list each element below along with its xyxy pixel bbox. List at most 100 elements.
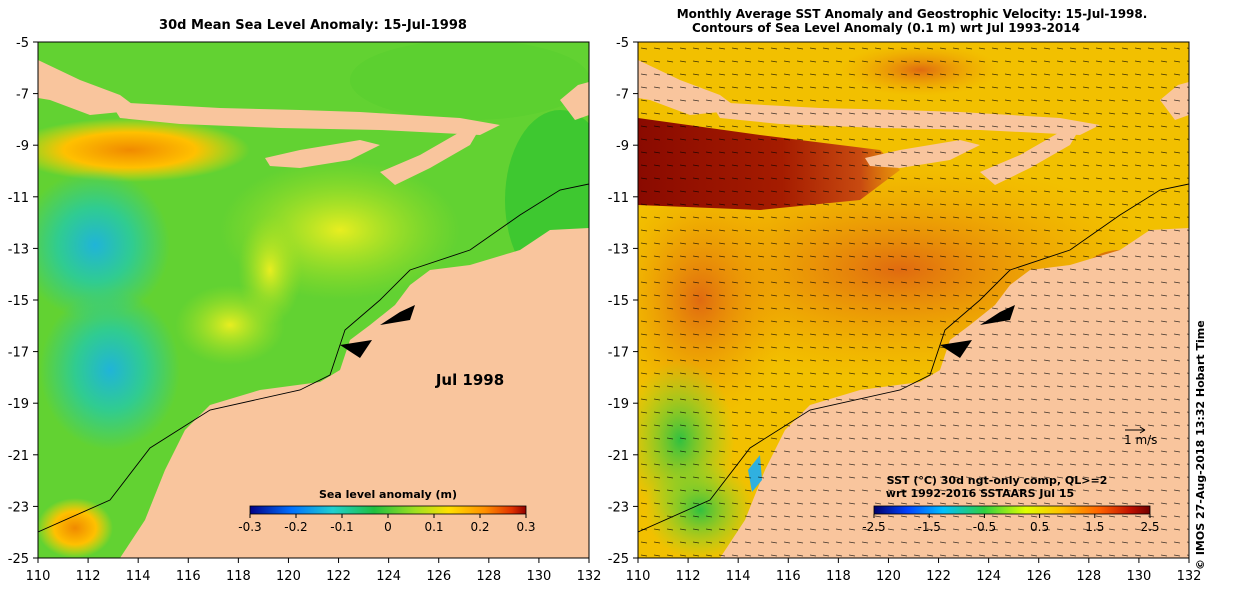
sla-colorbar-label: Sea level anomaly (m) — [319, 488, 457, 501]
x-tick-label: 110 — [626, 569, 651, 584]
sst-sla-contour — [638, 183, 1189, 533]
y-tick-label: -11 — [8, 191, 29, 206]
y-tick-label: -13 — [608, 242, 629, 257]
colorbar-tick-label: -0.2 — [284, 520, 307, 534]
x-tick-label: 126 — [1026, 569, 1051, 584]
x-tick-label: 132 — [577, 569, 602, 584]
y-tick-label: -5 — [616, 36, 629, 51]
australia-land — [120, 228, 589, 558]
geostrophic-velocity-vectors — [638, 42, 1189, 558]
colorbar-tick-label: 0 — [384, 520, 392, 534]
colorbar-tick-label: -0.1 — [330, 520, 353, 534]
sla-yellow-patch — [175, 285, 285, 365]
colorbar-tick-label: -2.5 — [862, 520, 885, 534]
x-tick-label: 124 — [376, 569, 401, 584]
x-tick-label: 112 — [676, 569, 701, 584]
right-chart-title: Monthly Average SST Anomaly and Geostrop… — [677, 7, 1148, 21]
y-tick-label: -7 — [16, 88, 29, 103]
sst-colorbar-gradient — [873, 505, 1151, 515]
y-tick-label: -19 — [608, 397, 629, 412]
y-tick-label: -17 — [8, 346, 29, 361]
x-tick-label: 122 — [326, 569, 351, 584]
colorbar-tick-label: 0.1 — [424, 520, 443, 534]
x-tick-label: 112 — [76, 569, 101, 584]
right-chart-subtitle: Contours of Sea Level Anomaly (0.1 m) wr… — [692, 21, 1080, 35]
imos-credit: © IMOS 27-Aug-2018 13:32 Hobart Time — [1194, 320, 1207, 570]
x-tick-label: 116 — [176, 569, 201, 584]
y-tick-label: -21 — [608, 449, 629, 464]
sla-y-axis: -5 -7 -9 -11 -13 -15 -17 -19 -21 -23 -25 — [8, 36, 38, 567]
kimberley-coast-detail — [340, 305, 415, 358]
sla-colorbar-ticks: -0.3 -0.2 -0.1 0 0.1 0.2 0.3 — [238, 514, 536, 534]
colorbar-tick-label: 0.2 — [470, 520, 489, 534]
y-tick-label: -11 — [608, 191, 629, 206]
vector-scale-arrowhead — [1139, 426, 1146, 434]
left-chart-title: 30d Mean Sea Level Anomaly: 15-Jul-1998 — [159, 18, 467, 33]
y-tick-label: -25 — [8, 552, 29, 567]
sla-bathymetry-contour — [38, 183, 589, 533]
x-tick-label: 126 — [426, 569, 451, 584]
x-tick-label: 128 — [476, 569, 501, 584]
sst-colorbar-label-line1: SST (°C) 30d ngt-only comp, QL>=2 — [887, 474, 1108, 487]
x-tick-label: 124 — [976, 569, 1001, 584]
x-tick-label: 128 — [1076, 569, 1101, 584]
colorbar-tick-label: 0.5 — [1030, 520, 1049, 534]
x-tick-label: 120 — [276, 569, 301, 584]
x-tick-label: 114 — [126, 569, 151, 584]
y-tick-label: -17 — [608, 346, 629, 361]
y-tick-label: -25 — [608, 552, 629, 567]
x-tick-label: 116 — [776, 569, 801, 584]
sumba-island — [265, 140, 380, 168]
sla-negative-eddy-south — [40, 290, 180, 450]
x-tick-label: 118 — [226, 569, 251, 584]
sla-colorbar-gradient — [249, 505, 527, 515]
colorbar-tick-label: -1.5 — [917, 520, 940, 534]
x-tick-label: 132 — [1177, 569, 1202, 584]
y-tick-label: -9 — [16, 139, 29, 154]
sst-x-axis: 110 112 114 116 118 120 122 124 126 128 130 132 — [626, 558, 1202, 584]
sst-kimberley-coast-detail — [940, 305, 1015, 358]
y-tick-label: -5 — [16, 36, 29, 51]
timor-island — [380, 128, 480, 185]
sla-positive-eddy-south — [38, 498, 113, 558]
y-tick-label: -7 — [616, 88, 629, 103]
sla-x-axis: 110 112 114 116 118 120 122 124 126 128 130 132 — [26, 558, 602, 584]
small-island-ne — [560, 82, 589, 120]
sst-colorbar-ticks: -2.5 -1.5 -0.5 0.5 1.5 2.5 — [862, 514, 1160, 534]
y-tick-label: -21 — [8, 449, 29, 464]
y-tick-label: -15 — [608, 294, 629, 309]
sla-positive-band — [38, 118, 250, 182]
vector-scale-label: 1 m/s — [1124, 433, 1157, 447]
colorbar-tick-label: -0.5 — [973, 520, 996, 534]
y-tick-label: -19 — [8, 397, 29, 412]
sst-colorbar: SST (°C) 30d ngt-only comp, QL>=2 wrt 19… — [862, 474, 1159, 534]
vector-scale: 1 m/s — [1124, 426, 1157, 447]
y-tick-label: -15 — [8, 294, 29, 309]
y-tick-label: -9 — [616, 139, 629, 154]
colorbar-tick-label: 1.5 — [1085, 520, 1104, 534]
x-tick-label: 120 — [876, 569, 901, 584]
x-tick-label: 130 — [526, 569, 551, 584]
sst-colorbar-label-line2: wrt 1992-2016 SSTAARS Jul 15 — [886, 487, 1074, 500]
colorbar-tick-label: -0.3 — [238, 520, 261, 534]
java-island — [38, 60, 140, 115]
y-tick-label: -23 — [8, 500, 29, 515]
colorbar-tick-label: 2.5 — [1140, 520, 1159, 534]
sst-y-axis: -5 -7 -9 -11 -13 -15 -17 -19 -21 -23 -25 — [608, 36, 638, 567]
sla-map — [38, 42, 589, 558]
sla-colorbar: Sea level anomaly (m) -0.3 -0.2 -0.1 0 0.1 0.… — [238, 488, 535, 534]
sla-region-north — [350, 42, 589, 120]
x-tick-label: 130 — [1126, 569, 1151, 584]
sla-negative-eddy-north — [38, 170, 170, 320]
colorbar-tick-label: 0.3 — [516, 520, 535, 534]
sst-map — [638, 42, 1189, 558]
sla-month-annotation: Jul 1998 — [435, 371, 504, 389]
x-tick-label: 114 — [726, 569, 751, 584]
x-tick-label: 118 — [826, 569, 851, 584]
lesser-sunda-islands — [110, 102, 500, 135]
x-tick-label: 122 — [926, 569, 951, 584]
y-tick-label: -23 — [608, 500, 629, 515]
x-tick-label: 110 — [26, 569, 51, 584]
y-tick-label: -13 — [8, 242, 29, 257]
